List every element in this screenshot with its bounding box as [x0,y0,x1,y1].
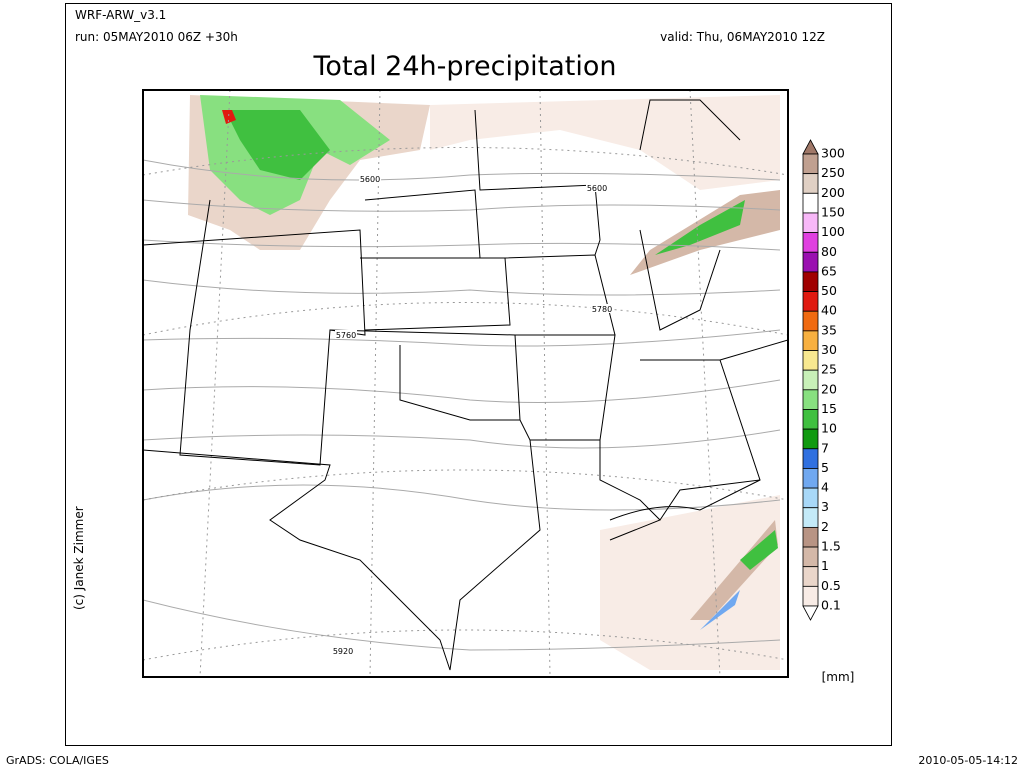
colorbar-swatch [802,546,819,568]
colorbar-label: 300 [821,146,845,161]
contour-label-bg [586,183,608,192]
colorbar-swatch [802,310,819,332]
colorbar-label: 35 [821,322,837,337]
colorbar-swatch [802,526,819,548]
colorbar-swatch [802,192,819,214]
run-time: run: 05MAY2010 06Z +30h [75,30,238,44]
colorbar-label: 20 [821,381,837,396]
contour-label-bg [335,330,357,339]
contour-label: 5760 [336,331,356,340]
colorbar-label: 25 [821,362,837,377]
contour-label: 5600 [587,184,607,193]
author-credit: (c) Janek Zimmer [72,506,86,610]
colorbar-label: 0.1 [821,598,841,613]
colorbar-swatch [802,487,819,509]
colorbar-unit: [mm] [822,670,855,684]
colorbar-swatch [802,251,819,273]
colorbar-swatch [802,153,819,175]
colorbar-swatch [802,448,819,469]
colorbar-triangle [802,139,819,155]
height-contours [143,159,781,651]
colorbar-triangle [802,605,819,621]
colorbar-swatch [802,468,819,489]
colorbar-swatch [802,389,819,410]
colorbar-label: 3 [821,499,829,514]
contour-label: 5780 [592,305,612,314]
colorbar-label: 250 [821,165,845,180]
colorbar-swatch [802,291,819,312]
colorbar-label: 15 [821,401,837,416]
colorbar-label: 4 [821,480,829,495]
colorbar-swatch [802,409,819,430]
colorbar-swatch [802,350,819,371]
colorbar-label: 200 [821,185,845,200]
map-frame [142,89,789,678]
colorbar-swatch [802,585,819,607]
colorbar-swatch [802,271,819,292]
colorbar-swatch [802,507,819,528]
colorbar-label: 0.5 [821,578,841,593]
contour-label: 5920 [333,647,353,656]
colorbar-label: 1 [821,558,829,573]
contour-label: 5600 [360,175,380,184]
contour-label-bg [591,304,613,313]
colorbar-swatch [802,232,819,253]
contour-labels: 5600 5600 5780 5760 5920 [332,174,613,656]
contour-label-bg [332,646,354,655]
colorbar-label: 5 [821,460,829,475]
colorbar-label: 7 [821,440,829,455]
colorbar-label: 150 [821,204,845,219]
graticule [143,90,788,677]
map-title: Total 24h-precipitation [313,51,617,82]
colorbar-label: 1.5 [821,539,841,554]
colorbar-swatch [802,369,819,391]
colorbar-label: 80 [821,244,837,259]
contour-label-bg [359,174,381,183]
colorbar-label: 100 [821,224,845,239]
precip-shading [188,95,780,670]
map: 5600 5600 5780 5760 5920 [142,89,789,678]
colorbar-swatch [802,428,819,450]
colorbar-swatch [802,566,819,587]
page-frame [65,3,892,746]
colorbar-swatch [802,173,819,194]
colorbar-label: 40 [821,303,837,318]
colorbar-swatch [802,212,819,234]
model-name: WRF-ARW_v3.1 [75,8,166,22]
valid-time: valid: Thu, 06MAY2010 12Z [660,30,825,44]
colorbar-label: 10 [821,421,837,436]
timestamp: 2010-05-05-14:12 [918,754,1018,767]
colorbar-label: 30 [821,342,837,357]
colorbar-swatch [802,330,819,351]
colorbar-label: 2 [821,519,829,534]
colorbar: 300 250 200 150 100 80 65 50 40 35 30 25 20 15 10 7 5 4 3 2… [802,139,845,621]
software-credit: GrADS: COLA/IGES [6,754,109,767]
colorbar-label: 65 [821,263,837,278]
colorbar-label: 50 [821,283,837,298]
